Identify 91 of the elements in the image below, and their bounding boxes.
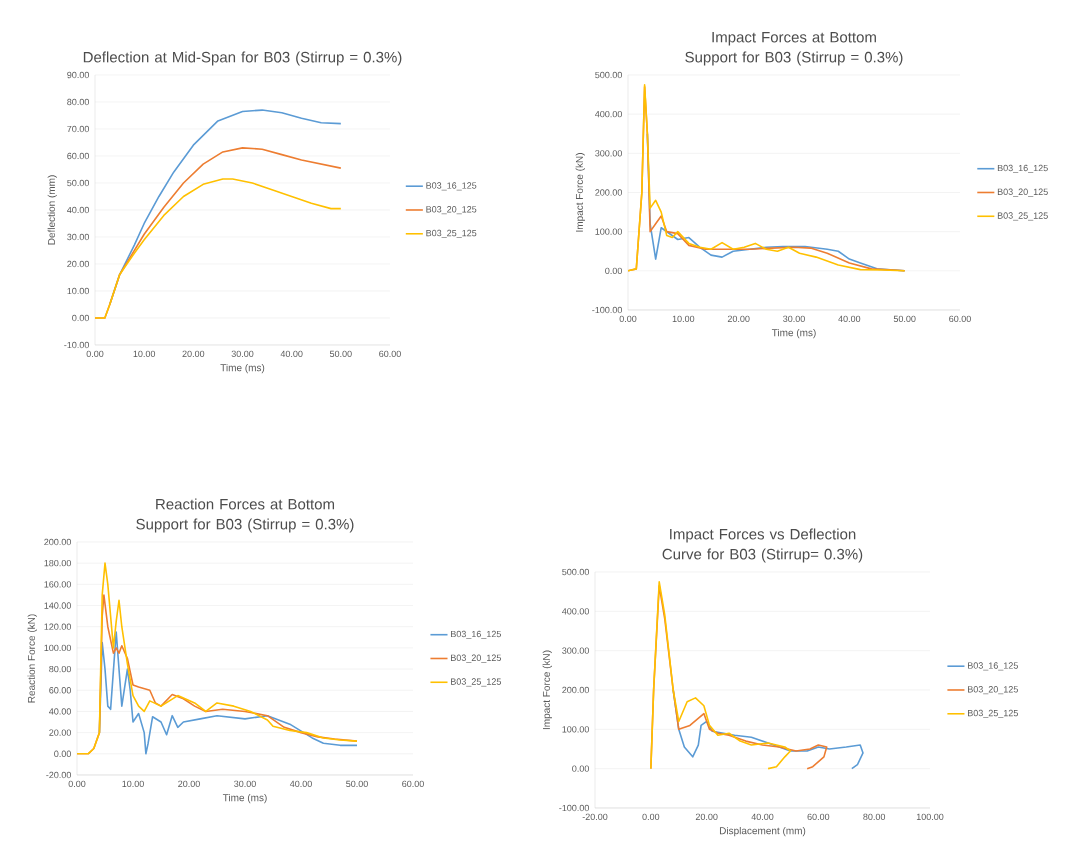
x-axis-title: Time (ms) [771,328,816,339]
y-axis-title: Deflection (mm) [47,175,57,245]
y-tick-label: 50.00 [67,179,89,187]
y-tick-label: -20.00 [46,771,71,779]
y-tick-label: 400.00 [562,608,589,615]
line-series [77,562,358,755]
x-tick-label: 20.00 [695,813,718,821]
x-tick-label: 20.00 [727,315,750,323]
line-series [98,631,358,755]
y-tick-label: 80.00 [67,98,89,106]
x-tick-label: 20.00 [178,780,200,788]
chart-title: Impact Forces vs Deflection Curve for B03 (Stirrup= 0.3%) [662,528,863,563]
y-tick-label: 100.00 [595,228,622,235]
x-tick-label: 50.00 [893,315,916,323]
y-tick-label: 500.00 [562,568,589,576]
y-tick-label: 200.00 [44,538,71,546]
legend-label: B03_25_125 [968,709,1018,718]
y-tick-label: 10.00 [67,287,89,295]
chart-title: Reaction Forces at Bottom Support for B03 (Stirrup = 0.3%) [136,498,354,533]
y-tick-label: 300.00 [562,647,589,654]
y-tick-label: 0.00 [54,750,71,757]
chart-title: Deflection at Mid-Span for B03 (Stirrup = 0.3%) [83,51,402,66]
y-tick-label: 40.00 [49,708,71,715]
y-tick-label: 70.00 [67,125,89,133]
x-axis-title: Time (ms) [220,363,265,374]
legend-label: B03_20_125 [968,686,1018,695]
x-tick-label: 0.00 [619,315,637,323]
x-tick-label: 30.00 [231,350,254,358]
x-tick-label: 20.00 [182,350,205,358]
x-tick-label: 30.00 [234,780,256,788]
y-tick-label: 60.00 [67,152,89,160]
y-tick-label: 200.00 [562,686,589,694]
y-tick-label: 140.00 [44,602,71,609]
y-axis-title: Impact Force (kN) [575,153,585,232]
x-tick-label: 60.00 [807,813,830,821]
y-tick-label: -10.00 [64,341,89,349]
y-tick-label: 400.00 [595,110,622,118]
y-tick-label: -100.00 [592,306,622,314]
x-tick-label: -20.00 [582,813,608,821]
y-tick-label: 120.00 [44,623,71,630]
y-axis-title: Impact Force (kN) [542,650,552,730]
y-tick-label: 80.00 [49,665,71,673]
x-tick-label: 60.00 [379,350,401,358]
y-tick-label: 20.00 [67,260,89,268]
x-tick-label: 10.00 [133,350,156,358]
x-tick-label: 40.00 [280,350,303,358]
x-tick-label: 60.00 [402,780,424,788]
x-tick-label: 0.00 [642,813,660,821]
x-axis-title: Displacement (mm) [719,826,806,837]
legend-label: B03_16_125 [968,662,1018,671]
y-tick-label: 300.00 [595,150,622,157]
y-tick-label: 30.00 [67,233,89,241]
x-tick-label: 50.00 [329,350,352,358]
x-tick-label: 80.00 [863,813,886,821]
y-axis-title: Reaction Force (kN) [27,614,37,703]
y-tick-label: 160.00 [44,581,71,588]
y-tick-label: 0.00 [572,765,589,772]
y-tick-label: -100.00 [559,804,589,812]
x-axis-title: Time (ms) [222,793,267,804]
x-tick-label: 0.00 [86,350,104,358]
legend-label: B03_20_125 [997,188,1048,197]
legend-label: B03_25_125 [426,229,477,238]
legend-label: B03_16_125 [426,182,477,191]
y-tick-label: 500.00 [595,71,622,79]
x-tick-label: 10.00 [672,315,695,323]
y-tick-label: 200.00 [595,189,622,196]
y-tick-label: 20.00 [49,729,71,736]
legend-label: B03_25_125 [997,212,1048,221]
x-tick-label: 50.00 [346,780,368,788]
legend-label: B03_16_125 [451,630,501,639]
x-tick-label: 40.00 [289,780,312,788]
y-tick-label: 40.00 [67,206,89,214]
y-tick-label: 100.00 [44,644,71,652]
y-tick-label: 90.00 [67,71,89,79]
x-tick-label: 60.00 [949,315,971,323]
line-series [650,581,792,770]
x-tick-label: 40.00 [751,813,774,821]
chart-title: Impact Forces at Bottom Support for B03 (Stirrup = 0.3%) [685,32,903,66]
line-series [95,178,342,319]
legend-label: B03_20_125 [451,654,501,663]
x-tick-label: 40.00 [838,315,861,323]
legend-label: B03_16_125 [997,164,1048,173]
y-tick-label: 0.00 [605,267,622,275]
y-tick-label: 100.00 [562,726,589,733]
legend-label: B03_25_125 [451,678,501,687]
x-tick-label: 30.00 [783,315,805,323]
y-tick-label: 180.00 [44,559,71,567]
y-tick-label: 60.00 [49,687,71,694]
x-tick-label: 10.00 [122,780,144,788]
legend-label: B03_20_125 [426,206,477,215]
x-tick-label: 100.00 [916,813,944,821]
